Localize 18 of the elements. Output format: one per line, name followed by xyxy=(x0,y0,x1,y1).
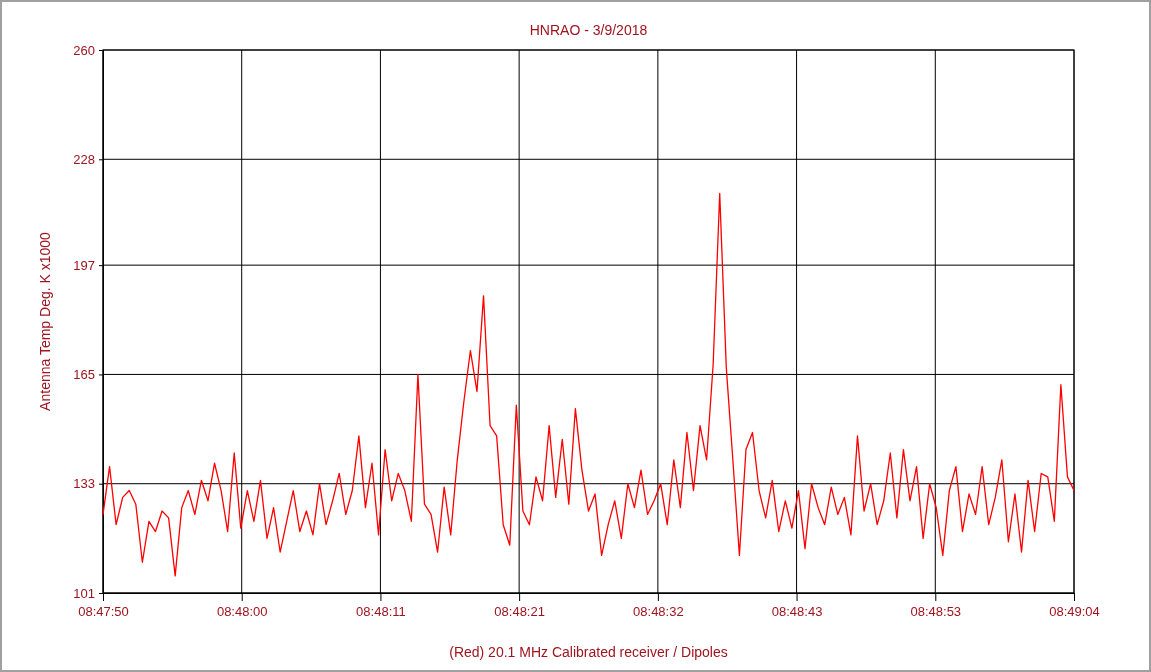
y-tick-label: 228 xyxy=(73,151,95,167)
x-tick-label: 08:49:04 xyxy=(1049,604,1100,620)
x-tick-label: 08:47:50 xyxy=(78,604,129,620)
x-tick-label: 08:48:11 xyxy=(356,604,406,620)
line-series xyxy=(102,192,1075,577)
x-axis-title: (Red) 20.1 MHz Calibrated receiver / Dipoles xyxy=(449,644,728,660)
x-tick-label: 08:48:00 xyxy=(216,604,268,620)
y-tick-label: 133 xyxy=(73,476,95,492)
y-tick-label: 260 xyxy=(73,42,95,58)
x-tick-label: 08:48:21 xyxy=(494,604,545,620)
y-tick-label: 197 xyxy=(73,257,95,273)
chart-title: HNRAO - 3/9/2018 xyxy=(529,22,648,38)
x-tick-label: 08:48:43 xyxy=(771,604,823,620)
y-tick-label: 165 xyxy=(73,367,95,383)
x-tick-label: 08:48:53 xyxy=(910,604,962,620)
y-tick-label: 101 xyxy=(73,585,95,601)
x-tick-label: 08:48:32 xyxy=(633,604,684,620)
y-axis-title: Antenna Temp Deg. K x1000 xyxy=(37,231,53,411)
